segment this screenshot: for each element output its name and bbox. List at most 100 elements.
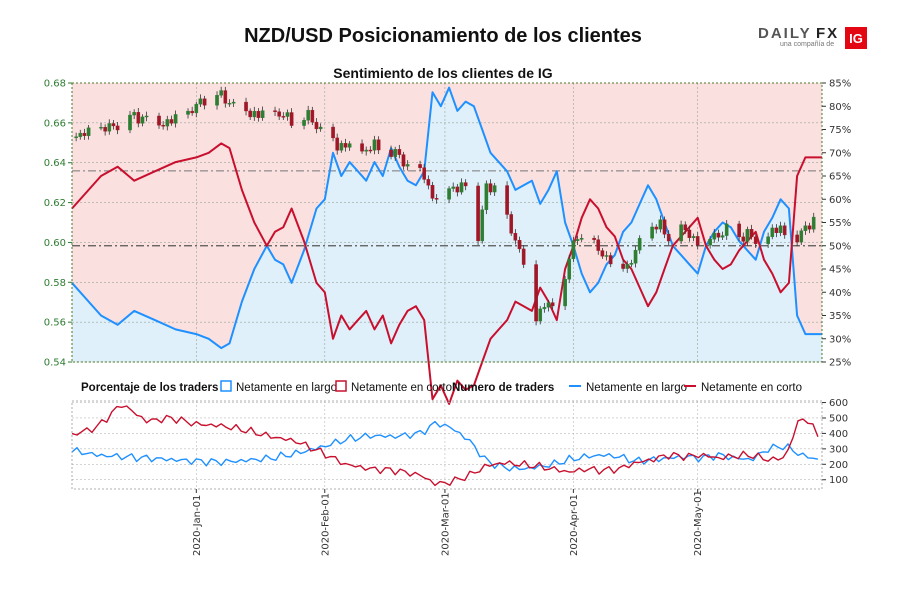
- candle-body: [393, 149, 398, 157]
- logo-tagline: una compañía de: [780, 41, 834, 48]
- candle-body: [215, 95, 219, 106]
- candle-body: [82, 132, 87, 136]
- candle-body: [186, 110, 190, 115]
- date-axis: 2020-Jan-01 2020-Feb-01 2020-Mar-01 2020-Ap…: [192, 489, 704, 556]
- candle-body: [629, 263, 634, 265]
- y-right-tick-label: 80%: [829, 102, 851, 113]
- legend-pct-short-swatch: [335, 380, 347, 392]
- sentiment-panel: 0.68 0.66 0.64 0.62 0.60 0.58 0.56 0.54 85% 80% 75…: [44, 79, 851, 405]
- y-right-tick-label: 50%: [829, 241, 851, 252]
- legend-pct-label: Porcentaje de los traders: [81, 382, 218, 394]
- y-left-tick-label: 0.58: [44, 278, 66, 289]
- candle-body: [157, 115, 161, 126]
- y-right-tick-label: 55%: [829, 218, 851, 229]
- candle-body: [190, 110, 194, 114]
- candle-body: [724, 223, 729, 236]
- count-tick-label: 100: [829, 475, 848, 486]
- date-tick-label: 2020-Feb-01: [320, 493, 331, 556]
- dailyfx-logo: DAILY FX una compañía de IG: [758, 25, 867, 49]
- candle-body: [173, 114, 178, 124]
- y-right-tick-label: 60%: [829, 195, 851, 206]
- candle-body: [289, 112, 294, 126]
- candle-body: [459, 182, 464, 193]
- candle-body: [484, 183, 489, 210]
- y-right-tick-label: 40%: [829, 288, 851, 299]
- long-region: [72, 87, 822, 362]
- candle-body: [306, 109, 310, 121]
- candle-body: [422, 167, 427, 180]
- candle-body: [360, 143, 364, 152]
- candle-body: [567, 258, 572, 280]
- candle-body: [633, 249, 638, 264]
- candle-body: [795, 234, 799, 243]
- y-right-tick-label: 30%: [829, 334, 851, 345]
- candle-body: [749, 229, 754, 238]
- count-tick-label: 500: [829, 413, 848, 424]
- y-left-tick-label: 0.68: [44, 79, 66, 90]
- candle-body: [347, 143, 352, 148]
- legend: Porcentaje de los traders Netamente en l…: [81, 380, 802, 394]
- candle-body: [418, 164, 422, 168]
- candle-body: [136, 112, 141, 124]
- candle-body: [563, 279, 567, 307]
- candle-body: [654, 226, 659, 230]
- candle-body: [285, 112, 290, 117]
- candle-body: [107, 123, 112, 132]
- candle-body: [128, 114, 132, 131]
- candle-body: [144, 115, 149, 118]
- count-tick-label: 200: [829, 460, 848, 471]
- candle-body: [434, 198, 439, 200]
- logo-badge-box: [845, 27, 867, 49]
- candle-body: [397, 149, 402, 155]
- candle-body: [447, 188, 451, 200]
- candle-body: [538, 308, 543, 322]
- candle-body: [343, 143, 348, 148]
- y-right-tick-label: 75%: [829, 125, 851, 136]
- candle-body: [256, 110, 261, 118]
- candle-body: [140, 116, 145, 124]
- candle-body: [505, 185, 509, 215]
- candle-body: [546, 302, 551, 308]
- candle-body: [807, 225, 812, 230]
- candle-body: [741, 236, 746, 242]
- candle-body: [281, 116, 286, 118]
- candle-body: [712, 232, 717, 240]
- candle-body: [74, 136, 78, 138]
- candle-body: [463, 182, 468, 187]
- y-right-tick-label: 65%: [829, 172, 851, 183]
- date-tick-label: 2020-Jan-01: [192, 495, 203, 556]
- candle-body: [766, 236, 770, 244]
- y-left-tick-label: 0.64: [44, 158, 66, 169]
- candle-body: [811, 216, 816, 230]
- candle-body: [132, 112, 136, 116]
- candle-body: [720, 235, 725, 238]
- count-tick-label: 400: [829, 429, 848, 440]
- candle-body: [488, 183, 493, 193]
- candle-body: [223, 90, 228, 104]
- chart-title: NZD/USD Posicionamiento de los clientes: [244, 25, 642, 47]
- candle-body: [600, 250, 605, 257]
- candle-body: [231, 101, 236, 104]
- candle-body: [695, 236, 700, 246]
- candle-body: [550, 302, 555, 307]
- candle-body: [708, 238, 712, 246]
- candle-body: [78, 132, 83, 137]
- candle-body: [376, 139, 381, 151]
- trader-count-panel: 600 500 400 300 200 100: [71, 398, 848, 490]
- candle-body: [492, 185, 497, 193]
- candle-body: [513, 233, 518, 241]
- candle-body: [770, 227, 775, 237]
- count-frame: [71, 400, 823, 490]
- candle-body: [753, 236, 758, 244]
- candle-body: [103, 127, 107, 132]
- legend-pct-long: Netamente en largo: [236, 382, 337, 394]
- candle-body: [169, 119, 174, 124]
- y-right-tick-label: 70%: [829, 148, 851, 159]
- legend-pct-short: Netamente en corto: [351, 382, 452, 394]
- candle-body: [86, 127, 91, 136]
- candle-body: [745, 229, 750, 242]
- candle-body: [803, 225, 808, 231]
- y-left-tick-label: 0.54: [44, 358, 66, 369]
- candle-body: [368, 149, 373, 152]
